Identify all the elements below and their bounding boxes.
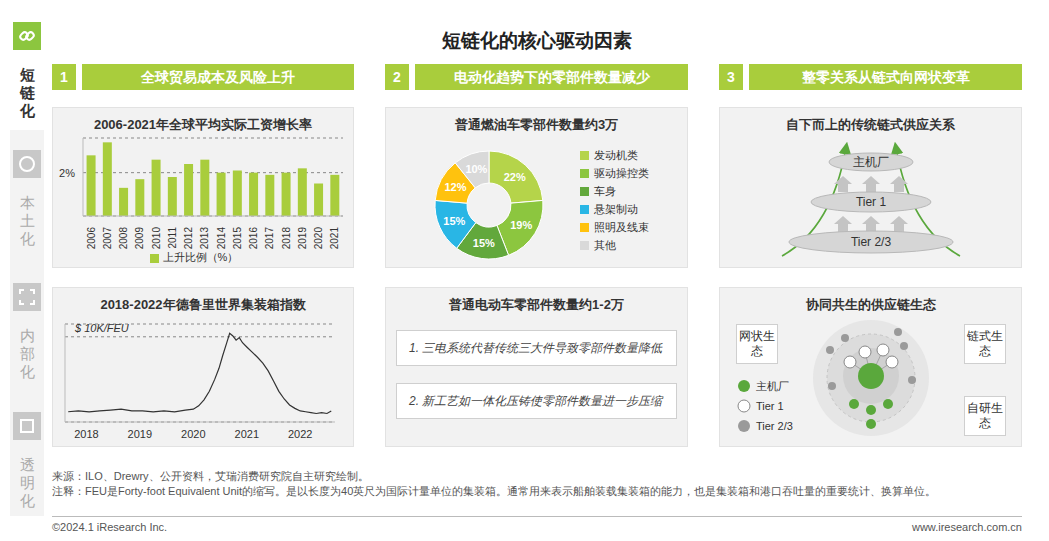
- svg-text:2011: 2011: [167, 227, 178, 249]
- html-text:来源：ILO、Drewry、公开资料，艾瑞消费研究院自主研究: 来源：ILO、Drewry、公开资料，艾瑞消费研究院自主研究绘制。: [52, 470, 369, 482]
- svg-text:2012: 2012: [183, 227, 194, 250]
- html-text:化: 化: [19, 102, 35, 119]
- svg-text:2014: 2014: [216, 227, 227, 250]
- svg-text:2021: 2021: [329, 227, 340, 250]
- svg-text:$ 10K/FEU: $ 10K/FEU: [74, 322, 129, 334]
- html-text:其他: 其他: [594, 238, 616, 251]
- svg-text:2019: 2019: [297, 227, 308, 250]
- svg-text:2006: 2006: [86, 227, 97, 250]
- svg-text:15%: 15%: [473, 237, 495, 249]
- html-text:1: 1: [60, 69, 68, 85]
- svg-text:2013: 2013: [199, 227, 210, 250]
- html-text:©2024.1 iResearch Inc.: ©2024.1 iResearch Inc.: [52, 521, 168, 533]
- html-text:明: 明: [19, 474, 35, 491]
- html-text:www.iresearch.com.cn: www.iresearch.com.cn: [912, 521, 1022, 533]
- svg-text:2009: 2009: [134, 227, 145, 250]
- html-text:链式生态: 链式生态: [967, 329, 1003, 358]
- html-text:发动机类: 发动机类: [594, 148, 638, 161]
- svg-text:22%: 22%: [504, 171, 526, 183]
- html-text:整零关系从链式向网状变革: 整零关系从链式向网状变革: [801, 69, 970, 85]
- svg-text:Tier 2/3: Tier 2/3: [851, 235, 892, 249]
- html-text:2. 新工艺如一体化压铸使零部件数量进一步压缩: 2. 新工艺如一体化压铸使零部件数量进一步压缩: [409, 394, 663, 408]
- svg-text:Tier 1: Tier 1: [856, 195, 887, 209]
- html-text:土: 土: [19, 212, 35, 229]
- svg-text:2017: 2017: [264, 227, 275, 250]
- html-text:内: 内: [19, 327, 35, 344]
- html-text:1. 三电系统代替传统三大件导致零部件数量降低: 1. 三电系统代替传统三大件导致零部件数量降低: [409, 341, 663, 355]
- svg-text:10%: 10%: [465, 163, 487, 175]
- svg-text:2019: 2019: [128, 428, 152, 440]
- html-text:驱动操控类: 驱动操控类: [594, 166, 649, 179]
- svg-text:2018: 2018: [281, 227, 292, 250]
- html-text:化: 化: [19, 363, 35, 380]
- svg-text:19%: 19%: [510, 219, 532, 231]
- html-text:普通电动车零部件数量约1-2万: 普通电动车零部件数量约1-2万: [449, 297, 624, 312]
- html-text:网状生态: 网状生态: [739, 329, 775, 358]
- svg-text:2016: 2016: [248, 227, 259, 250]
- html-text:化: 化: [19, 492, 35, 509]
- svg-text:2020: 2020: [181, 428, 205, 440]
- html-text:电动化趋势下的零部件数量减少: 电动化趋势下的零部件数量减少: [453, 69, 650, 85]
- html-text:部: 部: [19, 345, 35, 362]
- svg-text:2020: 2020: [313, 227, 324, 250]
- svg-text:Tier 2/3: Tier 2/3: [756, 420, 793, 432]
- html-text:上升比例（%）: 上升比例（%）: [162, 251, 239, 263]
- html-text:悬架制动: 悬架制动: [594, 202, 638, 215]
- svg-text:2022: 2022: [288, 428, 312, 440]
- svg-text:2%: 2%: [59, 167, 75, 179]
- html-text:协同共生的供应链生态: 协同共生的供应链生态: [805, 297, 936, 312]
- svg-text:2008: 2008: [118, 227, 129, 250]
- html-text:2018-2022年德鲁里世界集装箱指数: 2018-2022年德鲁里世界集装箱指数: [100, 297, 306, 312]
- html-text:3: 3: [727, 69, 735, 85]
- svg-text:主机厂: 主机厂: [756, 380, 789, 392]
- svg-text:2015: 2015: [232, 227, 243, 250]
- html-text:2: 2: [393, 69, 401, 85]
- html-text:短链化的核心驱动因素: 短链化的核心驱动因素: [442, 30, 632, 51]
- html-text:化: 化: [19, 230, 35, 247]
- svg-text:2007: 2007: [102, 227, 113, 250]
- html-text:自研生态: 自研生态: [967, 401, 1003, 430]
- svg-text:2021: 2021: [235, 428, 259, 440]
- html-text:短: 短: [19, 66, 35, 83]
- svg-text:主机厂: 主机厂: [853, 155, 889, 169]
- html-text:2006-2021年全球平均实际工资增长率: 2006-2021年全球平均实际工资增长率: [93, 117, 313, 132]
- html-text:注释：FEU是Forty-foot Equivalent U: 注释：FEU是Forty-foot Equivalent Unit的缩写。是以长…: [52, 485, 937, 497]
- html-text:照明及线束: 照明及线束: [594, 220, 649, 233]
- svg-text:2010: 2010: [151, 227, 162, 250]
- svg-text:12%: 12%: [444, 181, 466, 193]
- html-text:自下而上的传统链式供应关系: 自下而上的传统链式供应关系: [786, 117, 955, 132]
- html-text:车身: 车身: [594, 184, 616, 197]
- html-text:全球贸易成本及风险上升: 全球贸易成本及风险上升: [141, 69, 295, 85]
- svg-text:2018: 2018: [74, 428, 98, 440]
- html-text:透: 透: [19, 456, 35, 473]
- svg-text:15%: 15%: [443, 215, 465, 227]
- html-text:本: 本: [19, 194, 35, 211]
- html-text:链: 链: [19, 84, 35, 101]
- html-text:普通燃油车零部件数量约3万: 普通燃油车零部件数量约3万: [454, 117, 619, 132]
- svg-text:Tier 1: Tier 1: [756, 400, 784, 412]
